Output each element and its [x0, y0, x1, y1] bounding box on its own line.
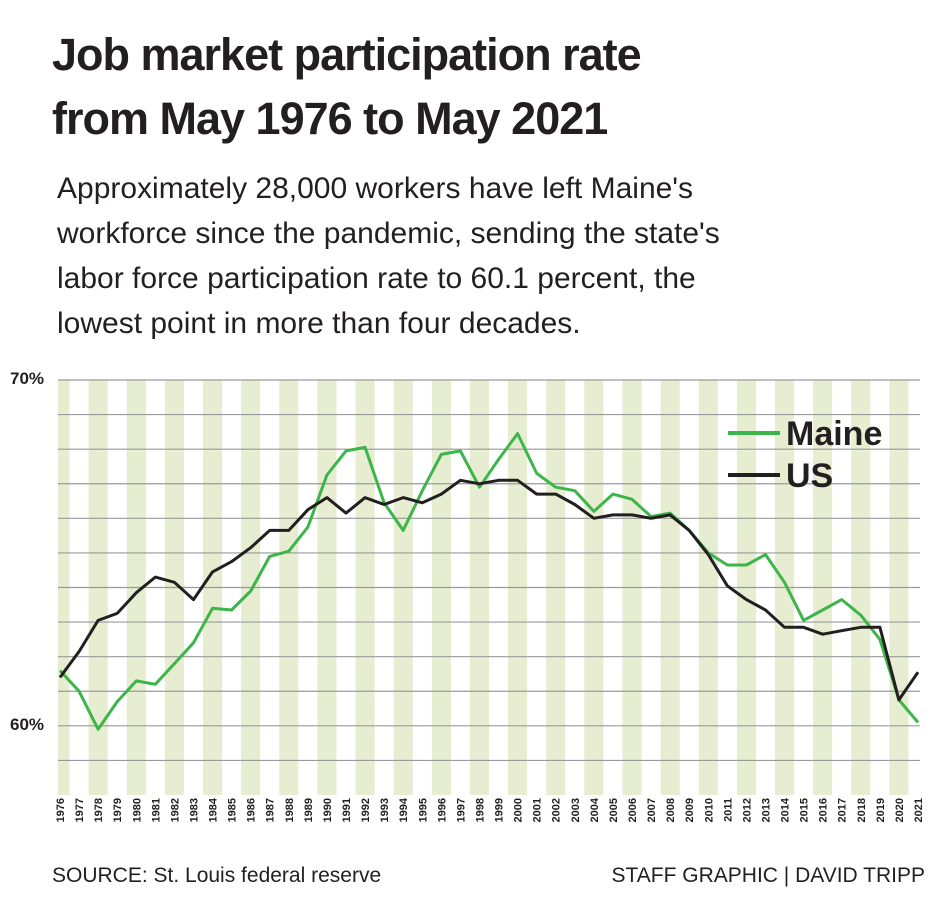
x-tick-label: 2008: [665, 798, 677, 822]
x-tick-label: 1997: [455, 798, 467, 822]
subtitle-line: workforce since the pandemic, sending th…: [56, 217, 720, 250]
x-tick-label: 1987: [265, 798, 277, 822]
x-tick-label: 2002: [551, 798, 563, 822]
x-tick-label: 1995: [417, 798, 429, 822]
x-tick-label: 1979: [112, 798, 124, 822]
source: SOURCE: St. Louis federal reserve: [52, 864, 381, 887]
x-tick-label: 2014: [780, 797, 792, 822]
x-tick-label: 1992: [360, 798, 372, 822]
x-tick-label: 1999: [494, 798, 506, 822]
x-tick-label: 1985: [227, 798, 239, 822]
x-tick-label: 1988: [284, 798, 296, 822]
x-tick-label: 1977: [74, 798, 86, 822]
line: [58, 478, 920, 702]
x-tick-label: 2004: [589, 797, 601, 822]
x-tick-label: 2019: [875, 798, 887, 822]
x-tick-label: 2001: [532, 798, 544, 822]
x-tick-label: 2013: [760, 798, 772, 822]
x-tick-label: 1998: [474, 798, 486, 822]
chart-title-line: Job market participation rate: [52, 29, 641, 80]
x-tick-label: 1983: [188, 798, 200, 822]
x-tick-label: 2009: [684, 798, 696, 822]
x-tick-label: 1991: [341, 798, 353, 822]
x-tick-label: 1994: [398, 797, 410, 822]
x-tick-label: 2010: [703, 798, 715, 822]
subtitle-line: lowest point in more than four decades.: [57, 307, 581, 340]
x-tick-label: 1996: [436, 798, 448, 822]
chart-title-line: from May 1976 to May 2021: [52, 93, 607, 144]
x-tick-label: 1976: [55, 798, 67, 822]
x-tick-label: 1993: [379, 798, 391, 822]
subtitle-line: Approximately 28,000 workers have left M…: [57, 172, 693, 205]
legend-label: US: [786, 457, 833, 495]
y-tick-label: 70%: [10, 369, 44, 388]
line: [58, 432, 920, 731]
x-tick-label: 2006: [627, 798, 639, 822]
x-tick-label: 1986: [246, 798, 258, 822]
y-tick-label: 60%: [10, 715, 44, 734]
x-tick-label: 1981: [150, 798, 162, 822]
x-tick-label: 2016: [818, 798, 830, 822]
x-tick-label: 1989: [303, 798, 315, 822]
x-tick-label: 2018: [856, 798, 868, 822]
x-tick-label: 2011: [722, 798, 734, 822]
x-tick-label: 2003: [570, 798, 582, 822]
x-tick-label: 2007: [646, 798, 658, 822]
x-tick-label: 1982: [169, 798, 181, 822]
x-tick-label: 1984: [208, 797, 220, 822]
x-tick-label: 2021: [913, 798, 925, 822]
legend-label: Maine: [786, 415, 882, 453]
x-tick-label: 1990: [322, 798, 334, 822]
x-tick-label: 1980: [131, 798, 143, 822]
x-tick-label: 2005: [608, 798, 620, 822]
subtitle-line: labor force participation rate to 60.1 p…: [57, 262, 696, 295]
credit: STAFF GRAPHIC | DAVID TRIPP: [612, 864, 926, 887]
x-tick-label: 2012: [741, 798, 753, 822]
x-tick-label: 2017: [837, 798, 849, 822]
x-tick-label: 2020: [894, 798, 906, 822]
x-tick-label: 1978: [93, 798, 105, 822]
x-tick-label: 2000: [513, 798, 525, 822]
x-tick-label: 2015: [799, 798, 811, 822]
